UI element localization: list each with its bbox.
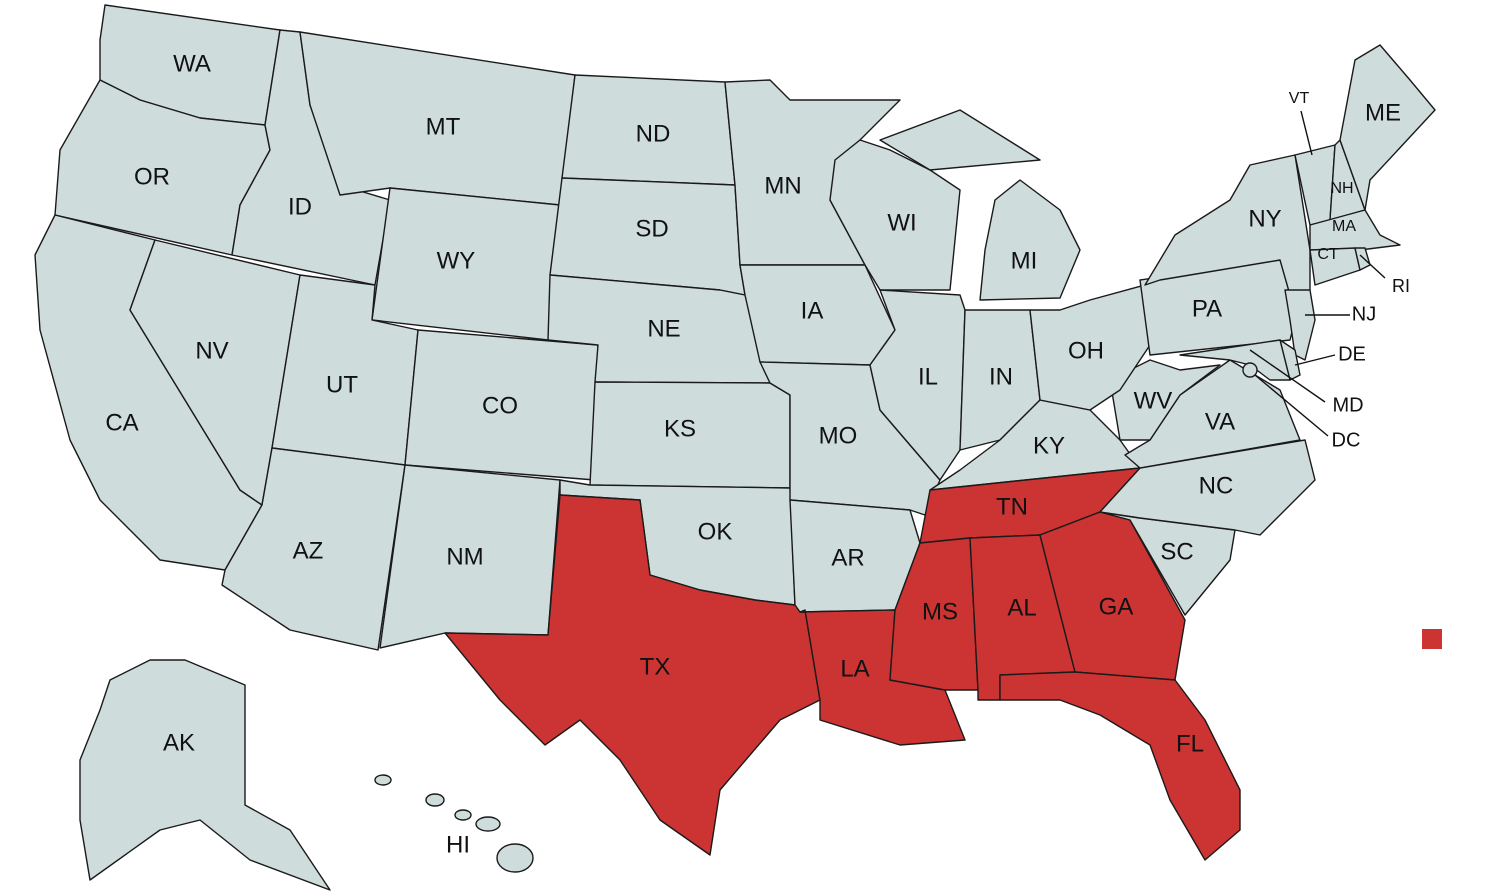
state-label-ri: RI	[1392, 276, 1410, 296]
state-label-ia: IA	[801, 297, 824, 324]
state-me[interactable]	[1339, 44, 1436, 211]
state-label-tn: TN	[996, 493, 1028, 520]
state-label-vt: VT	[1289, 90, 1310, 107]
state-hi-island[interactable]	[454, 809, 472, 821]
state-label-va: VA	[1205, 408, 1235, 435]
state-label-sc: SC	[1160, 538, 1193, 565]
state-wi[interactable]	[829, 139, 961, 291]
state-tx[interactable]	[444, 494, 821, 856]
state-hi-island[interactable]	[475, 816, 501, 832]
state-label-ny: NY	[1248, 205, 1281, 232]
state-label-nc: NC	[1199, 472, 1234, 499]
state-label-la: LA	[840, 655, 869, 682]
state-hi-island[interactable]	[496, 843, 534, 873]
state-label-ne: NE	[647, 315, 680, 342]
state-nc[interactable]	[1099, 439, 1316, 536]
leader-line-vt	[1300, 110, 1313, 156]
state-label-id: ID	[288, 193, 312, 220]
leader-line-dc	[1254, 374, 1329, 437]
state-label-pa: PA	[1192, 295, 1222, 322]
state-label-co: CO	[482, 392, 518, 419]
legend-swatch-highlighted	[1422, 629, 1442, 649]
state-label-fl: FL	[1176, 730, 1204, 757]
state-label-wv: WV	[1134, 387, 1173, 414]
state-label-ks: KS	[664, 415, 696, 442]
state-il[interactable]	[869, 289, 966, 481]
state-label-hi: HI	[446, 831, 470, 858]
state-hi-island[interactable]	[374, 774, 392, 786]
state-label-ma: MA	[1332, 218, 1356, 235]
state-label-tx: TX	[640, 653, 671, 680]
state-label-md: MD	[1332, 394, 1363, 416]
state-label-ga: GA	[1099, 593, 1134, 620]
state-label-ok: OK	[698, 518, 733, 545]
state-dc[interactable]	[1242, 362, 1258, 378]
state-wv[interactable]	[1109, 359, 1221, 441]
state-label-il: IL	[918, 363, 938, 390]
state-label-or: OR	[134, 163, 170, 190]
state-label-in: IN	[989, 363, 1013, 390]
leader-line-de	[1294, 354, 1336, 366]
state-label-ky: KY	[1033, 432, 1065, 459]
state-label-de: DE	[1338, 343, 1366, 365]
state-label-ut: UT	[326, 371, 358, 398]
state-label-az: AZ	[293, 537, 324, 564]
state-label-oh: OH	[1068, 337, 1104, 364]
state-label-al: AL	[1007, 594, 1036, 621]
state-label-ca: CA	[105, 409, 138, 436]
state-label-mi: MI	[1011, 247, 1038, 274]
state-label-nh: NH	[1330, 180, 1353, 197]
leader-line-ri	[1359, 254, 1386, 279]
leader-line-md	[1249, 349, 1326, 403]
state-label-dc: DC	[1332, 429, 1361, 451]
state-label-wy: WY	[437, 247, 476, 274]
state-label-nj: NJ	[1352, 303, 1376, 325]
state-label-sd: SD	[635, 215, 668, 242]
state-label-mt: MT	[426, 113, 461, 140]
state-label-ak: AK	[163, 729, 195, 756]
state-label-mo: MO	[819, 422, 858, 449]
state-label-ar: AR	[831, 544, 864, 571]
state-label-mn: MN	[764, 172, 801, 199]
state-label-wi: WI	[887, 209, 916, 236]
state-label-nv: NV	[195, 337, 228, 364]
state-label-nd: ND	[636, 120, 671, 147]
state-label-nm: NM	[446, 543, 483, 570]
state-mi[interactable]	[879, 109, 1081, 301]
state-label-ct: CT	[1317, 246, 1339, 263]
state-fl[interactable]	[999, 671, 1241, 861]
state-label-ms: MS	[922, 598, 958, 625]
state-md[interactable]	[1179, 339, 1291, 381]
state-label-me: ME	[1365, 99, 1401, 126]
state-ak[interactable]	[79, 659, 331, 891]
state-nj[interactable]	[1284, 289, 1316, 361]
state-label-wa: WA	[173, 50, 211, 77]
state-hi-island[interactable]	[425, 793, 445, 807]
